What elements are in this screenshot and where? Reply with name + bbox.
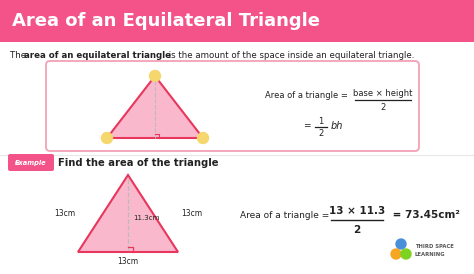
FancyBboxPatch shape — [8, 154, 54, 171]
Text: THIRD SPACE: THIRD SPACE — [415, 244, 454, 250]
Polygon shape — [107, 76, 203, 138]
Text: 1: 1 — [319, 116, 324, 125]
Text: 11.3cm: 11.3cm — [133, 215, 159, 221]
Text: Example: Example — [15, 160, 47, 166]
Polygon shape — [78, 175, 178, 252]
Circle shape — [391, 249, 401, 259]
Text: bh: bh — [331, 121, 343, 131]
FancyBboxPatch shape — [46, 61, 419, 151]
Text: = 73.45cm²: = 73.45cm² — [389, 210, 460, 220]
Circle shape — [401, 249, 411, 259]
Circle shape — [198, 133, 209, 144]
Circle shape — [101, 133, 112, 144]
Text: base × height: base × height — [353, 89, 413, 98]
Text: 13 × 11.3: 13 × 11.3 — [329, 206, 385, 216]
Circle shape — [149, 70, 161, 81]
Text: LEARNING: LEARNING — [415, 253, 446, 258]
Text: ✏: ✏ — [15, 160, 21, 166]
Text: 2: 2 — [354, 225, 361, 235]
Text: The: The — [10, 52, 29, 61]
Text: 13cm: 13cm — [181, 209, 202, 218]
Text: Area of an Equilateral Triangle: Area of an Equilateral Triangle — [12, 12, 320, 30]
FancyBboxPatch shape — [0, 42, 474, 274]
Text: Area of a triangle =: Area of a triangle = — [240, 210, 329, 219]
FancyBboxPatch shape — [0, 0, 474, 42]
Text: 2: 2 — [380, 104, 386, 113]
Text: 13cm: 13cm — [118, 256, 138, 266]
Text: Area of a triangle =: Area of a triangle = — [265, 92, 348, 101]
Circle shape — [396, 239, 406, 249]
Text: 2: 2 — [319, 130, 324, 138]
Text: is the amount of the space inside an equilateral triangle.: is the amount of the space inside an equ… — [166, 52, 414, 61]
Text: area of an equilateral triangle: area of an equilateral triangle — [24, 52, 171, 61]
Text: =: = — [303, 121, 311, 130]
Text: Find the area of the triangle: Find the area of the triangle — [58, 158, 219, 168]
Text: 13cm: 13cm — [54, 209, 75, 218]
